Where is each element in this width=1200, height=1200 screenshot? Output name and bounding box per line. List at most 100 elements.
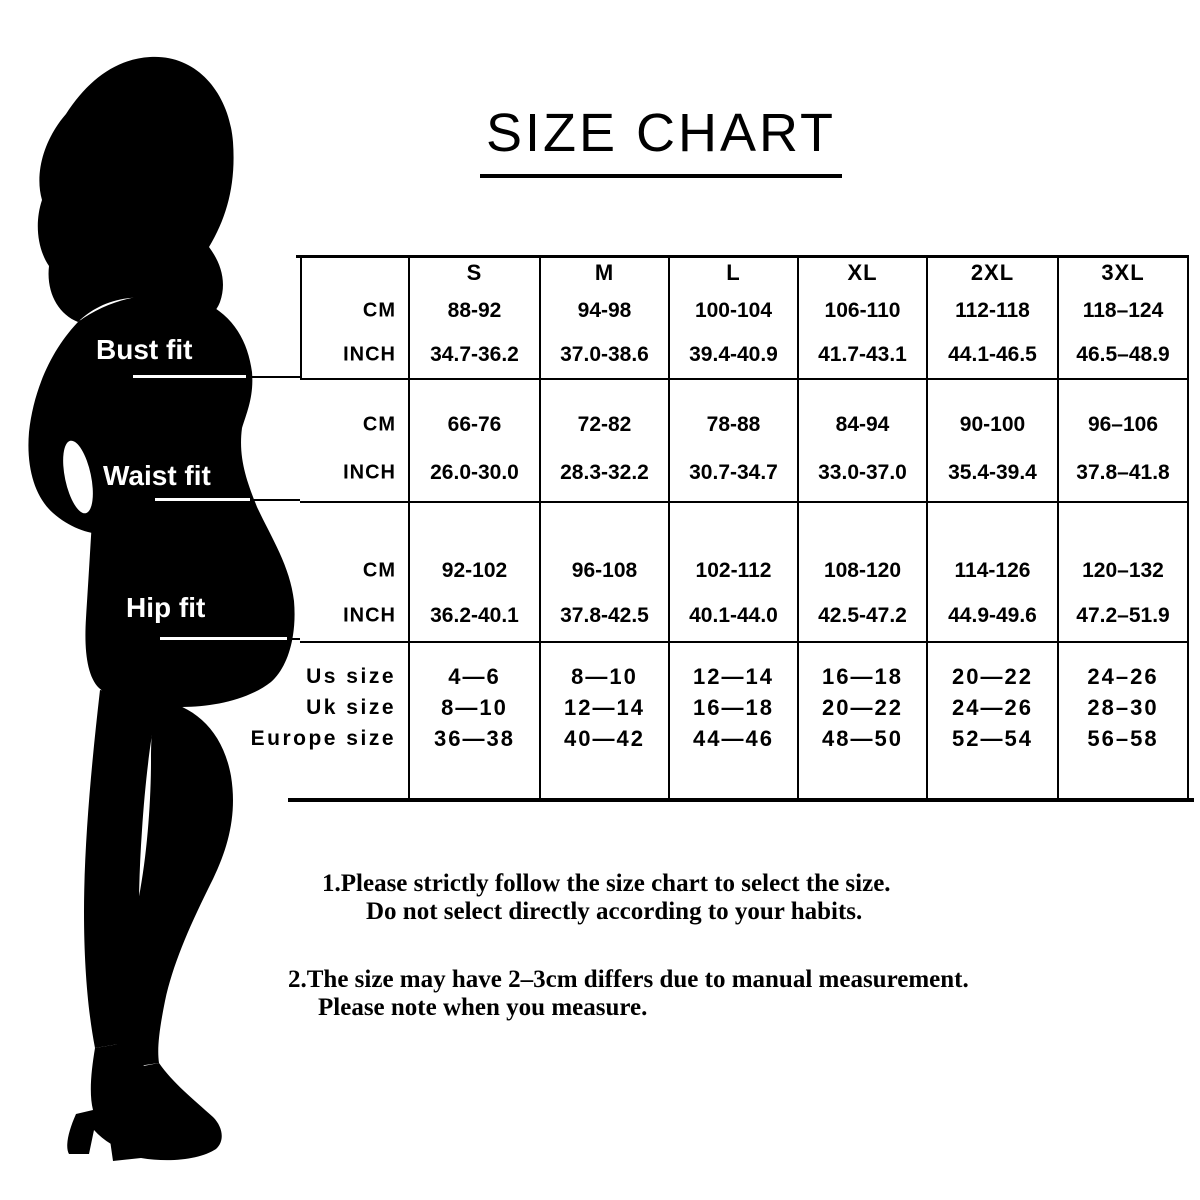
table-cell: 96–106 bbox=[1087, 413, 1159, 436]
row-label-us-size: Us size bbox=[306, 664, 396, 688]
table-section-hip: CM INCH 92-102 36.2-40.1 96-108 37.8-42.… bbox=[300, 503, 1189, 643]
table-cell: 16—18 bbox=[822, 663, 903, 689]
table-cell: 44.9-49.6 bbox=[948, 603, 1037, 627]
table-cell: 78-88 bbox=[706, 413, 761, 436]
table-cell: 56–58 bbox=[1087, 725, 1159, 751]
row-label-inch: INCH bbox=[343, 604, 396, 626]
column-2xl: 2XL 112-118 44.1-46.5 bbox=[926, 258, 1057, 378]
table-top-border bbox=[296, 255, 1189, 258]
row-label-uk-size: Uk size bbox=[306, 695, 396, 719]
label-column: CM INCH bbox=[300, 258, 408, 378]
row-label-cm: CM bbox=[362, 299, 396, 321]
table-cell: 12—14 bbox=[693, 663, 774, 689]
table-cell: 41.7-43.1 bbox=[818, 342, 907, 366]
table-cell: 48—50 bbox=[822, 725, 903, 751]
label-column: CM INCH bbox=[300, 503, 408, 641]
table-cell: 84-94 bbox=[835, 413, 890, 436]
table-cell: 52—54 bbox=[952, 725, 1033, 751]
row-label-inch: INCH bbox=[343, 461, 396, 483]
table-cell: 28.3-32.2 bbox=[560, 460, 649, 484]
column-l: L 100-104 39.4-40.9 bbox=[668, 258, 797, 378]
column-header: XL bbox=[847, 260, 878, 285]
silhouette-front-shoe bbox=[109, 1063, 222, 1161]
bust-fit-label: Bust fit bbox=[96, 334, 193, 365]
table-cell: 28–30 bbox=[1087, 694, 1159, 720]
silhouette-front-leg bbox=[116, 700, 233, 1069]
silhouette-elbow-gap bbox=[63, 440, 93, 514]
column-header: S bbox=[466, 260, 483, 285]
table-cell: 90-100 bbox=[959, 413, 1026, 436]
column-3xl: 3XL 118–124 46.5–48.9 bbox=[1057, 258, 1189, 378]
waist-fit-label: Waist fit bbox=[103, 460, 211, 491]
column-header: M bbox=[594, 260, 615, 285]
table-cell: 37.8-42.5 bbox=[560, 603, 649, 627]
silhouette-arm bbox=[28, 320, 122, 535]
table-cell: 118–124 bbox=[1082, 298, 1164, 322]
table-cell: 34.7-36.2 bbox=[430, 342, 519, 366]
waist-guide-line-white bbox=[155, 498, 250, 501]
bust-guide-line-white bbox=[133, 375, 246, 378]
row-label-europe-size: Europe size bbox=[250, 726, 396, 750]
table-cell: 72-82 bbox=[577, 413, 632, 436]
note-1-line-1: 1.Please strictly follow the size chart … bbox=[322, 870, 891, 897]
size-table: CM INCH S 88-92 34.7-36.2 M 94-98 37.0-3… bbox=[250, 255, 1194, 802]
row-label-inch: INCH bbox=[343, 343, 396, 365]
table-section-bust: CM INCH S 88-92 34.7-36.2 M 94-98 37.0-3… bbox=[300, 258, 1189, 380]
table-cell: 47.2–51.9 bbox=[1076, 603, 1170, 627]
table-cell: 8—10 bbox=[441, 694, 508, 720]
silhouette-hair bbox=[37, 56, 234, 322]
hip-fit-label: Hip fit bbox=[126, 592, 206, 623]
table-cell: 39.4-40.9 bbox=[689, 342, 778, 366]
table-cell: 36.2-40.1 bbox=[430, 603, 519, 627]
table-cell: 35.4-39.4 bbox=[948, 460, 1037, 484]
table-cell: 102-112 bbox=[695, 558, 772, 582]
hip-guide-line bbox=[280, 638, 300, 640]
label-column: Us size Uk size Europe size bbox=[250, 643, 408, 798]
table-cell: 66-76 bbox=[447, 413, 502, 436]
table-cell: 4—6 bbox=[448, 663, 501, 689]
table-cell: 24–26 bbox=[1087, 663, 1159, 689]
table-cell: 24—26 bbox=[952, 694, 1033, 720]
note-1: 1.Please strictly follow the size chart … bbox=[322, 870, 891, 926]
table-cell: 16—18 bbox=[693, 694, 774, 720]
waist-guide-line bbox=[244, 499, 300, 501]
note-2-line-2: Please note when you measure. bbox=[318, 994, 648, 1021]
row-label-cm: CM bbox=[362, 413, 396, 436]
table-cell: 37.0-38.6 bbox=[560, 342, 649, 366]
table-cell: 8—10 bbox=[571, 663, 638, 689]
table-cell: 92-102 bbox=[441, 558, 508, 582]
table-cell: 26.0-30.0 bbox=[430, 460, 519, 484]
table-cell: 30.7-34.7 bbox=[689, 460, 778, 484]
table-section-waist: CM INCH 66-76 26.0-30.0 72-82 28.3-32.2 … bbox=[300, 380, 1189, 503]
table-cell: 114-126 bbox=[954, 558, 1031, 582]
table-cell: 12—14 bbox=[564, 694, 645, 720]
table-cell: 100-104 bbox=[694, 298, 773, 322]
table-cell: 36—38 bbox=[434, 725, 515, 751]
table-cell: 88-92 bbox=[447, 298, 502, 322]
table-cell: 42.5-47.2 bbox=[818, 603, 907, 627]
table-cell: 108-120 bbox=[823, 558, 902, 582]
table-cell: 46.5–48.9 bbox=[1076, 342, 1170, 366]
table-cell: 44—46 bbox=[693, 725, 774, 751]
hip-guide-line-white bbox=[160, 637, 287, 640]
column-header: 3XL bbox=[1101, 260, 1145, 285]
page-title: SIZE CHART bbox=[480, 102, 843, 178]
table-cell: 20—22 bbox=[822, 694, 903, 720]
bust-guide-line bbox=[240, 376, 300, 378]
column-header: 2XL bbox=[970, 260, 1015, 285]
table-cell: 33.0-37.0 bbox=[818, 460, 907, 484]
note-2: 2.The size may have 2–3cm differs due to… bbox=[288, 966, 969, 1022]
table-cell: 106-110 bbox=[824, 298, 901, 322]
silhouette-back-leg bbox=[84, 690, 159, 1048]
table-cell: 37.8–41.8 bbox=[1076, 460, 1170, 484]
column-m: M 94-98 37.0-38.6 bbox=[539, 258, 668, 378]
note-2-line-1: 2.The size may have 2–3cm differs due to… bbox=[288, 966, 969, 993]
table-section-sizes: Us size Uk size Europe size 4—6 8—10 36—… bbox=[250, 643, 1189, 798]
column-header: L bbox=[726, 260, 741, 285]
label-column: CM INCH bbox=[300, 380, 408, 501]
table-cell: 20—22 bbox=[952, 663, 1033, 689]
table-cell: 94-98 bbox=[577, 298, 632, 322]
table-cell: 112-118 bbox=[955, 298, 1030, 322]
